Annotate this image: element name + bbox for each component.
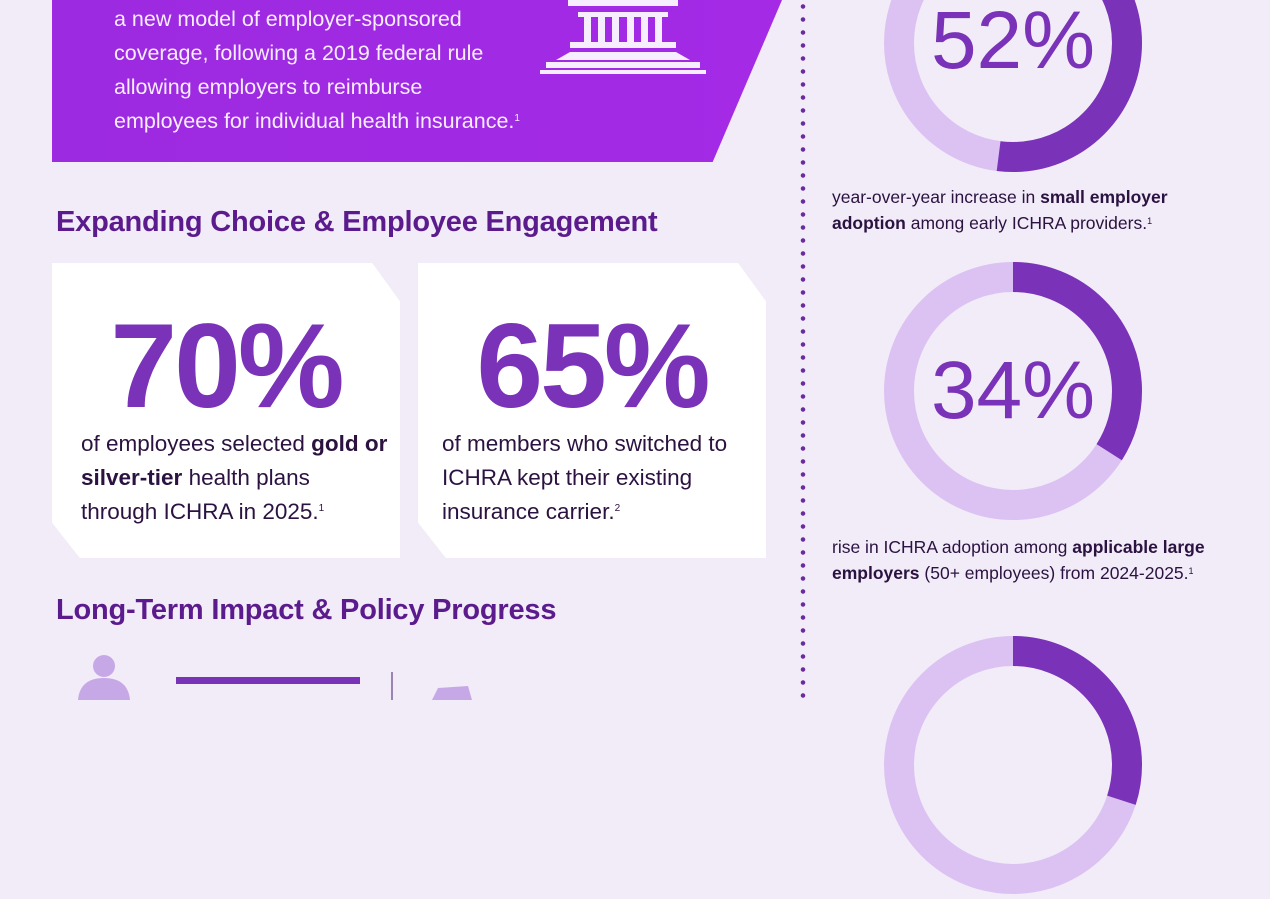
card-text-bold: gold or silver-tier	[81, 431, 388, 490]
banner-line-2: coverage, following a 2019 federal rule	[114, 41, 484, 65]
card-percentage: 70%	[110, 299, 344, 433]
card-footnote: 2	[614, 503, 621, 514]
donut-value: 34%	[930, 345, 1096, 436]
donut-ring	[884, 0, 1142, 172]
card-percentage: 65%	[476, 299, 710, 433]
stat-text-pre: rise in ICHRA adoption among	[832, 537, 1073, 557]
stat-text-pre: year-over-year increase in	[832, 187, 1041, 207]
card-text-pre: of members who switched to ICHRA kept th…	[442, 431, 728, 524]
stat-text-post: (50+ employees) from 2024-2025.	[919, 563, 1189, 583]
stat-card-gold-silver: 70% of employees selected gold or silver…	[52, 263, 400, 558]
stat-description-large-employer: rise in ICHRA adoption among applicable …	[832, 534, 1232, 586]
dotted-divider	[800, 0, 806, 700]
donut-value: 52%	[930, 0, 1096, 86]
stat-description-small-employer: year-over-year increase in small employe…	[832, 184, 1232, 236]
banner-line-4-wrap: employees for individual health insuranc…	[114, 104, 534, 138]
stat-footnote: 1	[1188, 566, 1194, 576]
stat-text-bold: small employer adoption	[832, 187, 1168, 233]
donut-ring	[884, 636, 1142, 894]
progress-rule	[176, 677, 360, 684]
donut-stat-small-employer: 52%	[884, 0, 1142, 172]
donut-arc	[884, 262, 1142, 520]
donut-ring	[884, 262, 1142, 520]
stat-footnote: 1	[1147, 216, 1153, 226]
stat-text-post: among early ICHRA providers.	[905, 213, 1148, 233]
section-title-choice: Expanding Choice & Employee Engagement	[56, 206, 658, 238]
card-text-pre: of employees selected	[81, 431, 312, 456]
banner-line-3: allowing employers to reimburse	[114, 75, 423, 99]
banner-line-1: a new model of employer-sponsored	[114, 7, 462, 31]
capitol-building-icon	[540, 0, 706, 74]
donut-stat-third	[884, 636, 1142, 894]
card-description: of employees selected gold or silver-tie…	[81, 427, 391, 529]
vertical-divider	[391, 672, 393, 700]
banner-line-4: employees for individual health insuranc…	[114, 109, 515, 133]
document-icon	[432, 686, 472, 700]
card-text-post: health plans through ICHRA in 2025.	[81, 465, 319, 524]
card-footnote: 1	[318, 503, 325, 514]
stat-text-bold: applicable large employers	[832, 537, 1205, 583]
person-icon	[78, 655, 130, 700]
section-title-impact: Long-Term Impact & Policy Progress	[56, 594, 557, 626]
stat-card-carrier: 65% of members who switched to ICHRA kep…	[418, 263, 766, 558]
donut-stat-large-employer: 34%	[884, 262, 1142, 520]
banner-text: a new model of employer-sponsored covera…	[114, 2, 534, 138]
card-description: of members who switched to ICHRA kept th…	[442, 427, 742, 529]
donut-arc	[884, 0, 1142, 172]
banner-footnote: 1	[514, 113, 520, 124]
